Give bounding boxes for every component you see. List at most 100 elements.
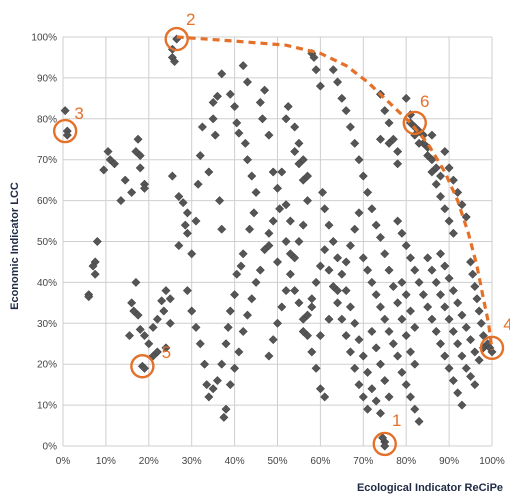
data-point [144, 339, 154, 349]
data-point [393, 159, 403, 169]
data-point [212, 91, 222, 101]
data-point [345, 241, 355, 251]
data-point [487, 347, 497, 357]
data-point [324, 265, 334, 275]
callout-label: 2 [186, 10, 195, 29]
callout-label: 1 [392, 411, 401, 430]
data-point [204, 167, 214, 177]
data-point [251, 277, 261, 287]
data-point [384, 118, 394, 128]
data-point [388, 339, 398, 349]
data-point [302, 310, 313, 320]
data-point [367, 384, 377, 394]
data-point [384, 392, 394, 402]
data-point [337, 269, 347, 279]
data-point [350, 138, 360, 148]
data-point [414, 277, 424, 287]
data-point [401, 241, 411, 251]
data-point [311, 65, 321, 75]
data-point [240, 138, 250, 148]
data-point [401, 290, 411, 300]
data-point [371, 290, 381, 300]
data-point [333, 253, 343, 263]
data-point [427, 130, 437, 140]
data-point [363, 265, 373, 275]
data-point [345, 302, 355, 312]
data-point [124, 331, 135, 341]
data-point [393, 146, 403, 157]
data-point [215, 196, 225, 206]
data-point [444, 273, 454, 283]
data-point [375, 408, 386, 418]
data-point [457, 351, 467, 361]
data-point [202, 380, 212, 390]
y-axis-ticks: 0% 10% 20% 30% 40% 50% 60% 70% 80% 90% 100% [31, 33, 57, 453]
data-point [465, 257, 476, 267]
data-point [457, 400, 467, 410]
data-point [453, 298, 463, 308]
y-tick-label: 70% [37, 155, 57, 166]
data-point [307, 302, 317, 312]
data-point [448, 326, 458, 337]
data-point [230, 101, 240, 112]
data-point [448, 228, 458, 238]
data-point [238, 326, 248, 337]
x-tick-label: 90% [439, 456, 459, 467]
data-point [363, 404, 373, 414]
data-point [414, 138, 424, 148]
data-point [333, 286, 343, 296]
data-point [397, 314, 407, 324]
data-point [405, 347, 416, 357]
data-point [397, 228, 407, 238]
data-point [195, 151, 205, 161]
data-point [320, 245, 330, 255]
data-point [257, 114, 268, 124]
data-point [90, 269, 100, 279]
data-point [193, 179, 203, 189]
data-point [311, 363, 321, 373]
data-point [371, 220, 381, 230]
data-point [264, 351, 274, 361]
data-point [245, 224, 255, 234]
callout-circle [52, 118, 78, 144]
data-point [363, 187, 373, 197]
data-point [285, 216, 295, 226]
data-point [440, 204, 450, 214]
data-point [410, 322, 420, 332]
data-point [165, 318, 175, 328]
data-point [405, 253, 416, 263]
callouts: 1 2 3 4 5 6 [52, 10, 510, 457]
data-point [249, 208, 259, 218]
data-point [281, 114, 291, 124]
data-point [204, 392, 214, 402]
data-point [275, 204, 285, 214]
data-point [354, 208, 364, 218]
callout-circle [479, 335, 505, 361]
data-point [448, 175, 458, 185]
data-point [461, 322, 471, 332]
x-tick-label: 70% [353, 456, 373, 467]
data-point [234, 128, 244, 138]
data-point [238, 61, 248, 71]
x-tick-label: 20% [139, 456, 159, 467]
data-point [238, 249, 248, 259]
data-point [341, 286, 351, 296]
data-point [410, 404, 420, 414]
callout-circle [372, 431, 397, 457]
data-point [60, 106, 70, 116]
x-axis-ticks: 0% 10% 20% 30% 40% 50% 60% 70% 80% 90% 100% [56, 456, 505, 467]
data-point [200, 359, 210, 369]
data-point [476, 318, 486, 328]
x-tick-label: 10% [96, 456, 116, 467]
x-tick-label: 80% [396, 456, 416, 467]
callout-circle [164, 26, 189, 52]
data-point [384, 138, 394, 148]
data-point [232, 118, 242, 128]
data-point [277, 167, 287, 177]
data-point [341, 106, 351, 116]
data-point [234, 347, 244, 357]
data-point [380, 314, 390, 324]
data-point [427, 265, 437, 275]
data-point [127, 187, 137, 197]
